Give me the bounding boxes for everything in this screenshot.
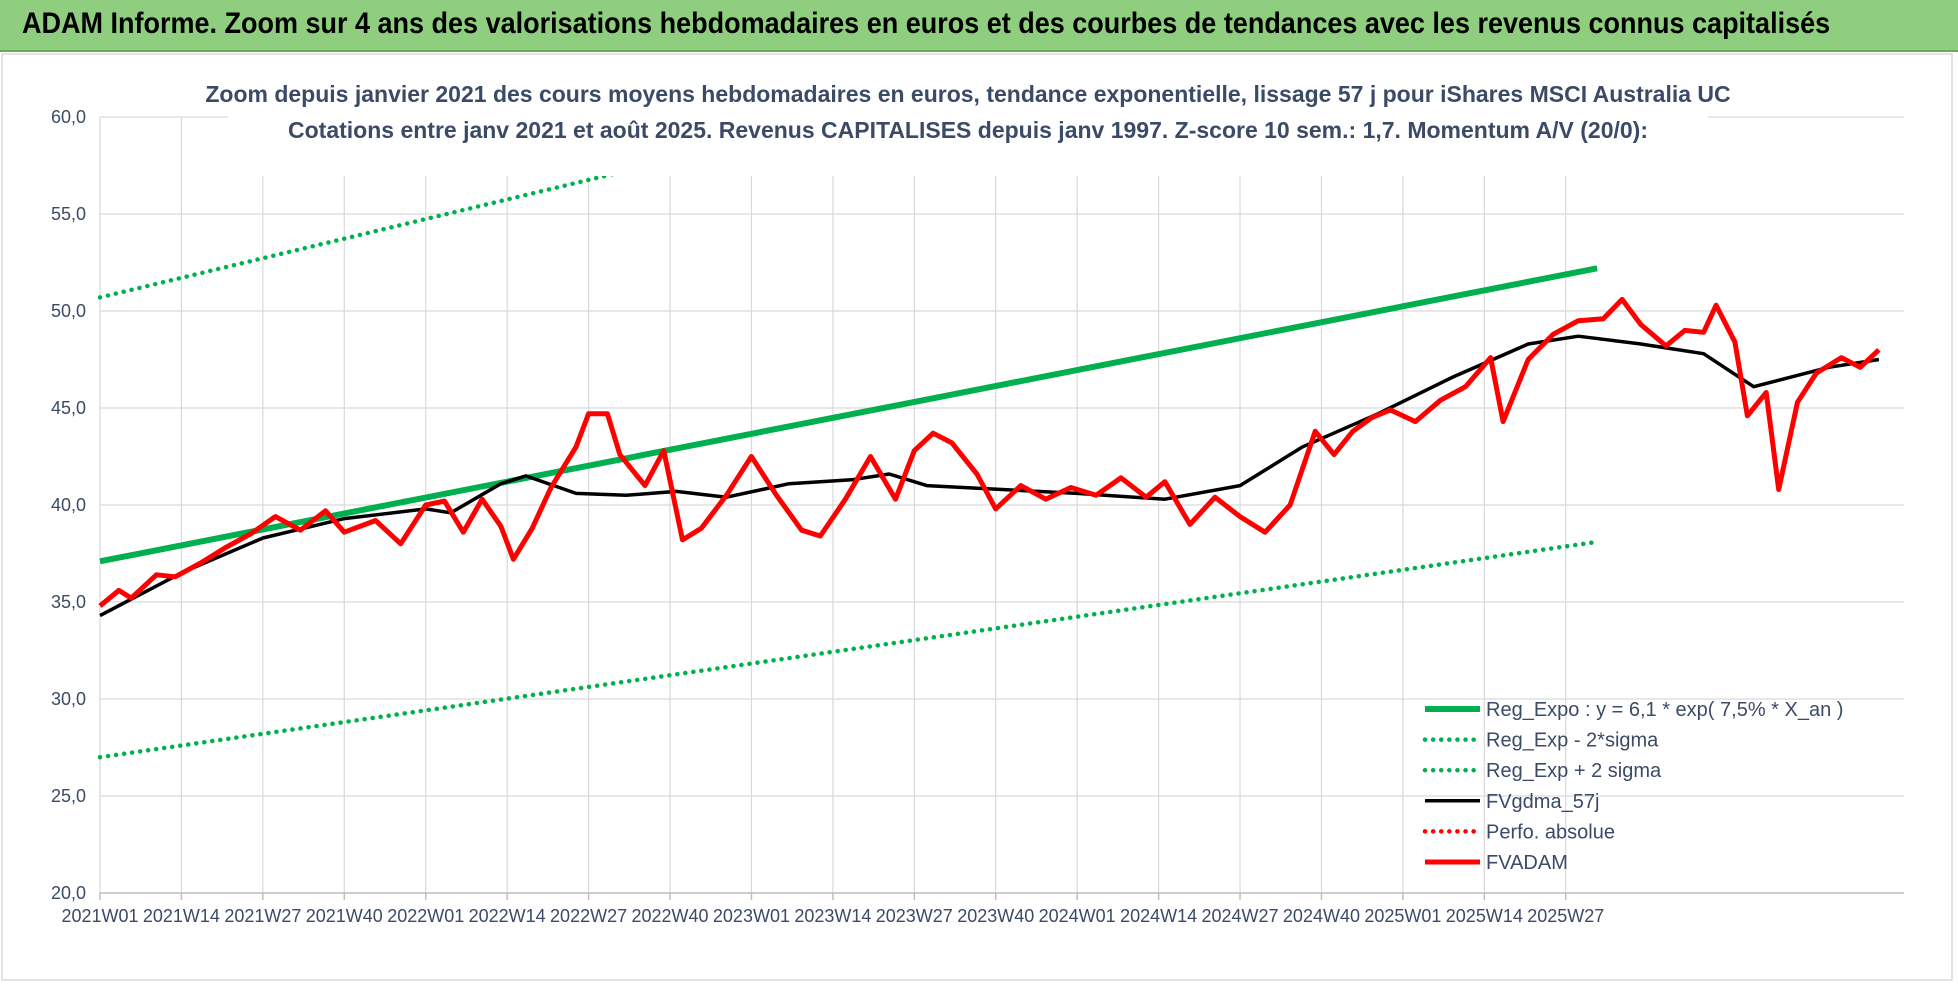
legend-label: FVgdma_57j [1486, 791, 1599, 813]
x-tick-label: 2021W27 [224, 906, 301, 926]
chart-title-line1: Zoom depuis janvier 2021 des cours moyen… [205, 81, 1730, 107]
chart-border [1, 53, 1953, 981]
legend-label: Reg_Exp + 2 sigma [1486, 760, 1662, 782]
y-tick-label: 30,0 [51, 689, 86, 709]
y-tick-label: 35,0 [51, 592, 86, 612]
x-tick-label: 2023W27 [876, 906, 953, 926]
report-banner: ADAM Informe. Zoom sur 4 ans des valoris… [0, 0, 1958, 52]
x-tick-label: 2023W01 [713, 906, 790, 926]
plot-lines [97, 114, 1881, 760]
legend: Reg_Expo : y = 6,1 * exp( 7,5% * X_an ) R… [1422, 699, 1843, 874]
x-tick-label: 2024W14 [1120, 906, 1197, 926]
legend-label: Reg_Expo : y = 6,1 * exp( 7,5% * X_an ) [1486, 699, 1843, 721]
y-tick-label: 45,0 [51, 398, 86, 418]
x-tick-label: 2022W01 [387, 906, 464, 926]
x-tick-label: 2021W14 [143, 906, 220, 926]
x-tick-label: 2021W40 [306, 906, 383, 926]
y-tick-label: 55,0 [51, 204, 86, 224]
x-tick-label: 2023W40 [957, 906, 1034, 926]
x-tick-label: 2023W14 [794, 906, 871, 926]
series-line-fvadam [98, 296, 1881, 608]
legend-label: Perfo. absolue [1486, 821, 1615, 843]
x-tick-label: 2022W27 [550, 906, 627, 926]
x-tick-label: 2025W14 [1446, 906, 1523, 926]
series-line-fvgdma-57j [99, 334, 1880, 618]
x-axis: 2021W01 2021W14 2021W27 2021W40 2022W01 2022W… [61, 892, 1904, 926]
x-tick-label: 2024W01 [1039, 906, 1116, 926]
chart-area: 60,0 55,0 50,0 45,0 40,0 35,0 30,0 25,0 20,0 202… [1, 53, 1953, 981]
legend-label: FVADAM [1486, 852, 1568, 874]
y-tick-label: 40,0 [51, 495, 86, 515]
y-tick-label: 60,0 [51, 107, 86, 127]
x-tick-label: 2024W27 [1201, 906, 1278, 926]
report-title: ADAM Informe. Zoom sur 4 ans des valoris… [22, 7, 1831, 40]
series-line-reg-expo-y-6-1-exp-7-5-x-an [99, 265, 1598, 565]
x-tick-label: 2021W01 [61, 906, 138, 926]
y-tick-label: 25,0 [51, 786, 86, 806]
y-tick-label: 20,0 [51, 883, 86, 903]
y-tick-label: 50,0 [51, 301, 86, 321]
x-tick-label: 2022W14 [469, 906, 546, 926]
title-backdrop [228, 80, 1708, 176]
x-tick-label: 2025W01 [1364, 906, 1441, 926]
series-line-reg-exp-2-sigma [97, 539, 1600, 760]
x-tick-label: 2025W27 [1527, 906, 1604, 926]
y-axis: 60,0 55,0 50,0 45,0 40,0 35,0 30,0 25,0 20,0 [51, 107, 86, 903]
legend-label: Reg_Exp - 2*sigma [1486, 730, 1659, 752]
x-tick-label: 2022W40 [631, 906, 708, 926]
chart-title-line2: Cotations entre janv 2021 et août 2025. … [288, 117, 1648, 143]
x-tick-label: 2024W40 [1283, 906, 1360, 926]
